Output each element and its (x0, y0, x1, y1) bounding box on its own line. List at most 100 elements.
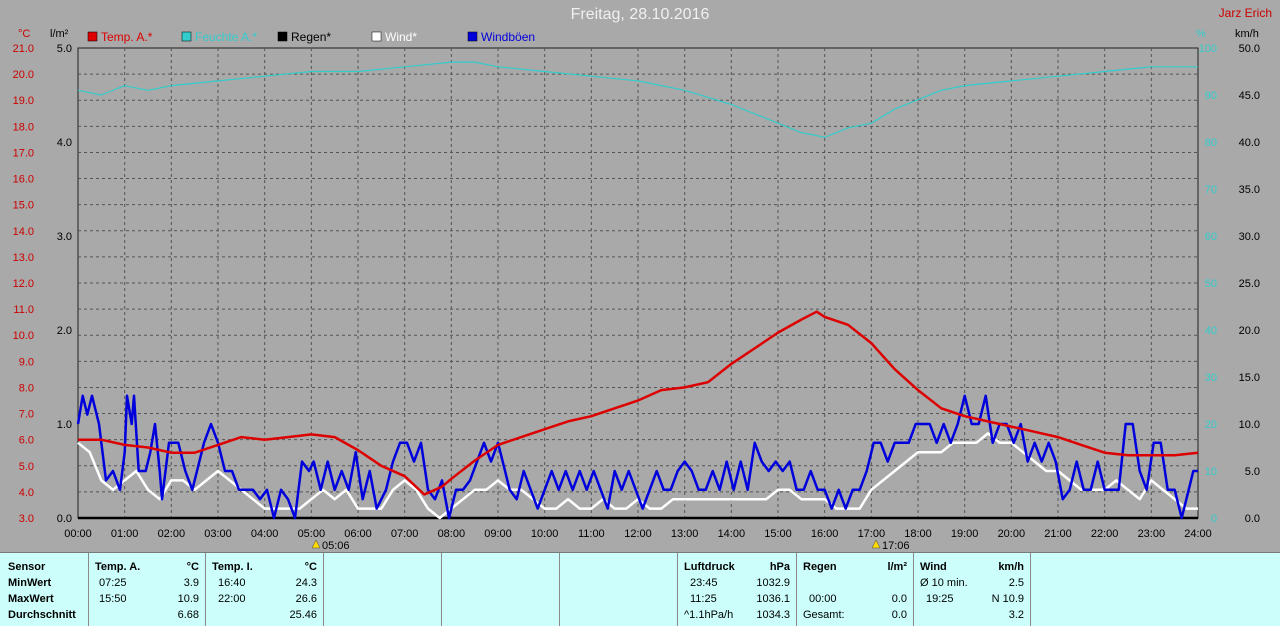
statistics-table: Sensor MinWert MaxWert Durchschnitt Temp… (0, 552, 1280, 626)
rain-header: Regen (803, 561, 837, 573)
time-tick-label: 21:00 (1044, 528, 1072, 540)
pressure-max-time: 11:25 (690, 593, 717, 605)
wind-max-time: 19:25 (926, 593, 954, 605)
row-label-max: MaxWert (8, 593, 54, 605)
time-tick-label: 06:00 (344, 528, 372, 540)
series-line-temp-a (78, 310, 1199, 496)
rain-tick-label: 3.0 (57, 231, 72, 243)
row-label-min: MinWert (8, 577, 52, 589)
humidity-tick-label: 10 (1205, 466, 1217, 478)
humidity-tick-label: 40 (1205, 325, 1217, 337)
time-tick-label: 16:00 (811, 528, 839, 540)
sunset-time: 17:06 (882, 540, 910, 552)
legend-label: Wind* (385, 30, 417, 44)
humidity-tick-label: 20 (1205, 419, 1217, 431)
humidity-tick-label: 90 (1205, 90, 1217, 102)
temp-tick-label: 8.0 (19, 382, 34, 394)
wind-tick-label: 45.0 (1239, 90, 1260, 102)
temp-tick-label: 14.0 (13, 226, 34, 238)
temp-tick-label: 18.0 (13, 121, 34, 133)
series-line-feuchte-a (77, 61, 1198, 138)
time-tick-label: 05:00 (298, 528, 326, 540)
wind-tick-label: 10.0 (1239, 419, 1260, 431)
wind-unit: km/h (998, 561, 1024, 573)
time-tick-label: 10:00 (531, 528, 559, 540)
pressure-column: Luftdruck hPa 23:45 1032.9 11:25 1036.1 … (678, 553, 797, 626)
legend-label: Feuchte A.* (195, 30, 257, 44)
humidity-tick-label: 70 (1205, 184, 1217, 196)
temp-tick-label: 20.0 (13, 69, 34, 81)
time-tick-label: 02:00 (158, 528, 186, 540)
rain-max-time: 00:00 (809, 593, 837, 605)
time-tick-label: 24:00 (1184, 528, 1212, 540)
pressure-max: 1036.1 (756, 593, 790, 605)
chart-title: Freitag, 28.10.2016 (570, 6, 710, 23)
time-tick-label: 11:00 (578, 528, 605, 540)
series-lines (76, 61, 1199, 520)
temp-a-max-time: 15:50 (99, 593, 127, 605)
humidity-tick-label: 0 (1211, 513, 1217, 525)
temp-i-max: 26.6 (295, 593, 317, 605)
rain-tick-label: 4.0 (57, 137, 72, 149)
legend-swatch (87, 31, 98, 42)
legend-label: Temp. A.* (101, 30, 153, 44)
legend-swatch (371, 31, 382, 42)
time-tick-label: 22:00 (1091, 528, 1119, 540)
time-tick-label: 19:00 (951, 528, 979, 540)
temp-tick-label: 21.0 (13, 43, 34, 55)
temp-tick-label: 17.0 (13, 147, 34, 159)
rain-tick-label: 1.0 (57, 419, 72, 431)
time-tick-label: 15:00 (764, 528, 792, 540)
pressure-unit: hPa (769, 561, 790, 573)
wind-max: N 10.9 (991, 593, 1024, 605)
series-line-windböen (76, 394, 1198, 520)
empty-column-1 (324, 553, 442, 626)
temp-a-min-time: 07:25 (99, 577, 127, 589)
pressure-header: Luftdruck (684, 561, 735, 573)
humidity-tick-label: 30 (1205, 372, 1217, 384)
time-tick-label: 04:00 (251, 528, 279, 540)
temp-tick-label: 16.0 (13, 174, 34, 186)
rain-unit-label: l/m² (50, 28, 69, 40)
temp-i-max-time: 22:00 (218, 593, 246, 605)
temp-tick-label: 11.0 (13, 304, 34, 316)
time-tick-label: 00:00 (64, 528, 92, 540)
empty-column-3 (560, 553, 678, 626)
humidity-tick-label: 50 (1205, 278, 1217, 290)
time-tick-label: 14:00 (718, 528, 746, 540)
rain-tick-label: 2.0 (57, 325, 72, 337)
time-tick-label: 09:00 (484, 528, 512, 540)
weather-chart: 21.0 20.0 19.0 18.0 17.0 16.0 15.0 14.0 13.0 12.0… (13, 28, 1260, 552)
temp-a-min: 3.9 (183, 577, 199, 589)
temp-tick-label: 3.0 (19, 513, 34, 525)
wind-tick-label: 35.0 (1239, 184, 1260, 196)
rain-total: 0.0 (891, 609, 907, 621)
rain-tick-label: 0.0 (57, 513, 72, 525)
time-tick-label: 18:00 (904, 528, 932, 540)
rain-axis: 5.0 4.0 3.0 2.0 1.0 0.0 (57, 43, 72, 525)
wind-axis: 50.0 45.0 40.0 35.0 30.0 25.0 20.0 15.0 10.0 5.0 0… (1239, 43, 1260, 525)
legend-swatch (277, 31, 288, 42)
wind-tick-label: 5.0 (1245, 466, 1260, 478)
sunset-icon (871, 539, 881, 549)
temp-tick-label: 10.0 (13, 330, 34, 342)
wind-min: 2.5 (1008, 577, 1024, 589)
temp-tick-label: 12.0 (13, 278, 34, 290)
humidity-unit-label: % (1196, 28, 1206, 40)
temperature-axis: 21.0 20.0 19.0 18.0 17.0 16.0 15.0 14.0 13.0 12.0… (13, 43, 34, 525)
temp-tick-label: 5.0 (19, 461, 34, 473)
temp-tick-label: 7.0 (19, 409, 34, 421)
humidity-tick-label: 60 (1205, 231, 1217, 243)
wind-header: Wind (920, 561, 947, 573)
wind-tick-label: 30.0 (1239, 231, 1260, 243)
wind-min-label: Ø 10 min. (920, 577, 968, 589)
time-axis: 00:00 01:00 02:00 03:00 04:00 05:00 06:00 07:00… (64, 528, 1212, 552)
temp-unit-label: °C (18, 28, 30, 40)
legend-swatch (467, 31, 478, 42)
wind-tick-label: 50.0 (1239, 43, 1260, 55)
wind-unit-label: km/h (1235, 28, 1259, 40)
temp-i-min: 24.3 (295, 577, 317, 589)
temp-a-avg: 6.68 (177, 609, 199, 621)
temp-i-min-time: 16:40 (218, 577, 246, 589)
